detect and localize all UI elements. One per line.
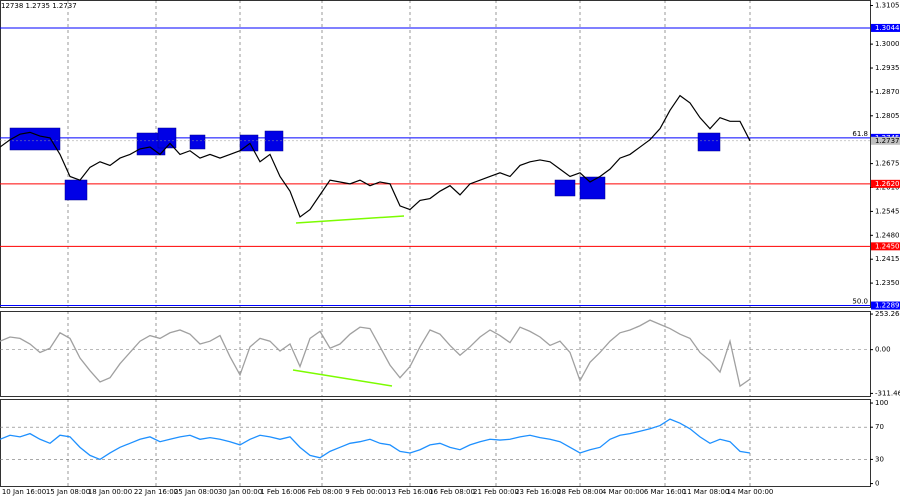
zones [9, 127, 721, 201]
y-tick-label: 1.2545 [875, 207, 900, 215]
y-tick-label: 0 [875, 480, 879, 488]
level-tag [871, 23, 900, 32]
current-tag [871, 136, 900, 145]
header: 12738 1.2735 1.2737 [1, 2, 77, 10]
x-tick-label: 18 Jan 00:00 [88, 488, 132, 496]
x-tick-label: 6 Feb 08:00 [301, 488, 342, 496]
y-tick-label: 1.3000 [875, 40, 900, 48]
divergence-line [292, 369, 393, 387]
y-tick-label: 1.3105 [875, 2, 900, 10]
level-label: 1.2450 [875, 242, 900, 250]
level-label: 1.2620 [875, 180, 900, 188]
y-tick-label: 253.2644 [875, 310, 900, 318]
level-note: 50.0 [852, 298, 868, 306]
x-tick-label: 10 Jan 16:00 [2, 488, 46, 496]
x-tick-label: 15 Jan 08:00 [46, 488, 90, 496]
x-tick-label: 30 Jan 00:00 [218, 488, 262, 496]
panel-border [0, 399, 871, 487]
level-note: 61.8 [852, 130, 868, 138]
zone-box [189, 134, 206, 150]
level-label: 1.2289 [875, 302, 900, 310]
x-tick-label: 21 Feb 00:00 [473, 488, 519, 496]
zone-box [157, 127, 177, 149]
x-tick-label: 11 Mar 08:00 [683, 488, 730, 496]
y-tick-label: 0.00 [875, 346, 891, 354]
zone-box [554, 179, 576, 197]
y-tick-label: 1.2870 [875, 88, 900, 96]
y-tick-label: 1.2415 [875, 255, 900, 263]
zone-box [64, 179, 88, 201]
panel-border [0, 0, 871, 308]
y-tick-label: 1.2675 [875, 160, 900, 168]
zone-box [9, 127, 61, 151]
y-tick-label: 30 [875, 455, 884, 463]
x-tick-label: 22 Jan 16:00 [134, 488, 178, 496]
x-tick-label: 6 Mar 16:00 [644, 488, 686, 496]
level-label: 1.3044 [875, 24, 900, 32]
series-line [0, 94, 751, 218]
y-tick-label: 1.2805 [875, 112, 900, 120]
y-tick-label: -311.468 [875, 389, 900, 397]
divergence-line [295, 215, 405, 224]
x-tick-label: 9 Feb 00:00 [345, 488, 386, 496]
series-line [0, 319, 751, 388]
y-tick-label: 70 [875, 423, 884, 431]
x-tick-label: 25 Jan 08:00 [174, 488, 218, 496]
level-tag [871, 301, 900, 310]
x-tick-label: 14 Mar 00:00 [727, 488, 774, 496]
y-tick-label: 1.2480 [875, 231, 900, 239]
x-tick-label: 28 Feb 08:00 [557, 488, 603, 496]
y-tick-label: 1.2350 [875, 279, 900, 287]
level-tag [871, 179, 900, 188]
current-label: 1.2737 [875, 137, 900, 145]
zone-box [579, 176, 606, 200]
x-tick-label: 23 Feb 16:00 [515, 488, 561, 496]
level-tag [871, 242, 900, 251]
background [0, 0, 871, 487]
x-tick-label: 1 Feb 16:00 [260, 488, 301, 496]
y-tick-label: 1.2935 [875, 64, 900, 72]
series-line [0, 418, 751, 461]
x-tick-label: 4 Mar 00:00 [602, 488, 644, 496]
x-tick-label: 13 Feb 16:00 [387, 488, 433, 496]
panel-border [0, 311, 871, 397]
x-tick-label: 16 Feb 08:00 [429, 488, 475, 496]
y-tick-label: 100 [875, 399, 888, 407]
zone-box [697, 132, 721, 152]
